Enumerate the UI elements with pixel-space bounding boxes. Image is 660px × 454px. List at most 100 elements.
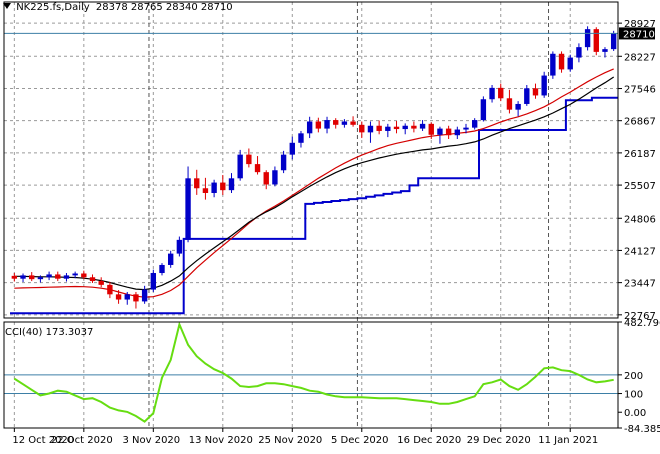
time-tick-label: 29 Dec 2020 xyxy=(467,435,531,446)
time-tick-label: 3 Nov 2020 xyxy=(122,435,180,446)
candle-body xyxy=(402,125,408,130)
price-panel-frame xyxy=(3,1,619,319)
cci-tick-label: 200 xyxy=(624,371,643,382)
price-tick-label: 23447 xyxy=(624,279,656,290)
candle-body xyxy=(107,284,113,295)
candle-body xyxy=(63,275,70,279)
candle-body xyxy=(150,273,157,290)
candle-body xyxy=(515,103,521,110)
candle-body xyxy=(359,124,365,133)
candle-body xyxy=(167,253,174,265)
candle-body xyxy=(350,121,356,125)
candle-body xyxy=(393,126,400,130)
candle-body xyxy=(141,289,148,302)
candle-body xyxy=(185,178,191,240)
candle-body xyxy=(489,87,495,100)
candle-body xyxy=(411,125,417,129)
candle-body xyxy=(133,294,139,302)
candle-body xyxy=(480,99,487,121)
slow-moving-average-line xyxy=(14,68,614,298)
candle-body xyxy=(385,126,391,131)
ohlc-readout: 28378 28765 28340 28710 xyxy=(95,2,233,13)
price-tick-label: 26187 xyxy=(624,149,656,160)
candle-body xyxy=(159,264,165,274)
cci-tick-label: 482.7966 xyxy=(624,318,660,329)
fast-moving-average-line xyxy=(14,76,615,291)
candle-body xyxy=(306,121,313,134)
price-tick-label: 24127 xyxy=(624,246,656,257)
candle-body xyxy=(124,294,130,300)
candle-body xyxy=(558,53,565,70)
candle-body xyxy=(211,182,217,193)
price-tick-label: 24806 xyxy=(624,214,656,225)
candle-body xyxy=(471,120,478,128)
candle-body xyxy=(202,188,209,193)
current-price-marker xyxy=(619,27,655,40)
symbol-title: NK225.fs,Daily xyxy=(16,2,90,13)
candle-body xyxy=(498,87,504,99)
time-tick-label: 22 Oct 2020 xyxy=(51,435,113,446)
candle-body xyxy=(176,239,183,254)
candle-body xyxy=(445,128,452,136)
candle-body xyxy=(55,274,61,279)
price-tick-label: 28927 xyxy=(624,19,656,30)
candle-body xyxy=(610,33,617,50)
price-tick-label: 27546 xyxy=(624,85,656,96)
candle-body xyxy=(254,164,261,173)
cci-tick-label: 100 xyxy=(624,390,643,401)
candle-body xyxy=(567,57,573,70)
candle-body xyxy=(541,75,547,96)
candle-body xyxy=(463,127,469,130)
price-tick-label: 22767 xyxy=(624,311,656,322)
candle-body xyxy=(576,47,582,58)
price-tick-label: 26867 xyxy=(624,117,656,128)
candle-body xyxy=(550,53,556,76)
candle-body xyxy=(81,273,87,278)
candle-body xyxy=(524,88,530,104)
candle-body xyxy=(506,98,513,110)
time-tick-label: 5 Dec 2020 xyxy=(331,435,389,446)
time-tick-label: 12 Oct 2020 xyxy=(12,435,74,446)
time-tick-label: 25 Nov 2020 xyxy=(258,435,322,446)
candle-body xyxy=(593,29,599,52)
time-tick-label: 11 Jan 2021 xyxy=(538,435,598,446)
price-tick-label: 25507 xyxy=(624,181,656,192)
candle-body xyxy=(115,294,122,300)
envelope-line xyxy=(10,96,618,315)
time-tick-label: 13 Nov 2020 xyxy=(189,435,253,446)
candle-body xyxy=(20,275,26,279)
candle-body xyxy=(46,274,52,278)
candle-body xyxy=(532,88,539,96)
candle-body xyxy=(237,154,243,179)
candle-body xyxy=(454,129,461,136)
candle-body xyxy=(228,178,235,191)
chart-header: NK225.fs,Daily 28378 28765 28340 28710 xyxy=(3,2,233,14)
cci-line xyxy=(13,321,614,423)
candle-body xyxy=(29,275,35,280)
candle-body xyxy=(98,281,104,285)
time-tick-label: 16 Dec 2020 xyxy=(397,435,461,446)
collapse-arrow-icon[interactable] xyxy=(3,3,11,9)
candle-body xyxy=(194,178,200,189)
candle-body xyxy=(220,182,226,191)
cci-panel-frame xyxy=(3,321,619,429)
candle-body xyxy=(263,172,269,185)
cci-tick-label: -84.3857 xyxy=(624,424,660,435)
candle-body xyxy=(584,29,591,48)
candle-body xyxy=(37,277,44,280)
candle-body xyxy=(376,125,382,131)
candle-body xyxy=(246,154,252,165)
cci-label: CCI(40) 173.3037 xyxy=(5,327,94,338)
current-price-label: 28710 xyxy=(623,29,655,40)
candle-body xyxy=(72,273,78,276)
candle-body xyxy=(289,142,295,155)
candle-body xyxy=(280,154,287,171)
candle-body xyxy=(428,123,434,135)
candle-body xyxy=(272,170,278,185)
candle-body xyxy=(11,275,18,279)
candle-body xyxy=(437,128,443,135)
price-tick-label: 28227 xyxy=(624,52,656,63)
candle-body xyxy=(298,133,304,143)
